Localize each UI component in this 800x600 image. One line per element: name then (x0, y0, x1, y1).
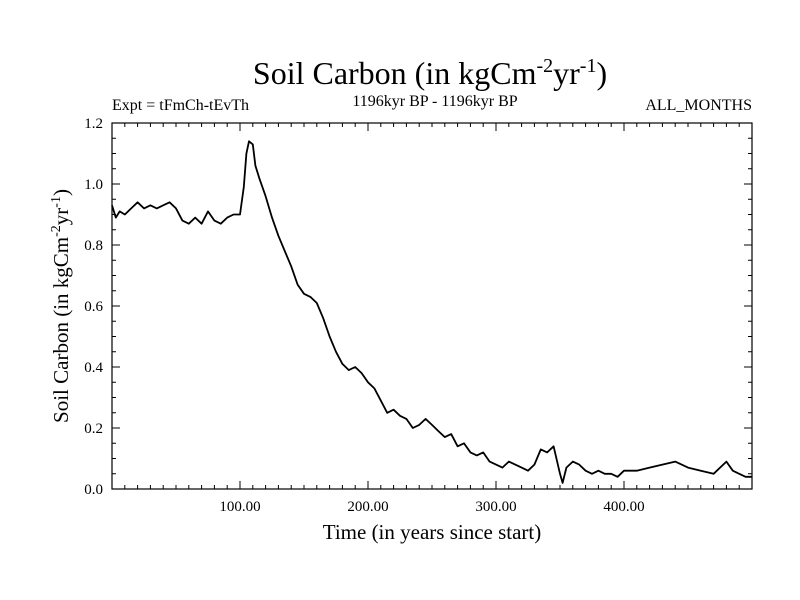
title-main: Soil Carbon (in kgCm (253, 55, 537, 91)
axis-ticks (112, 123, 752, 489)
series-line-soil-carbon (111, 140, 752, 484)
y-tick-label: 0.8 (84, 238, 103, 254)
x-axis-label: Time (in years since start) (323, 520, 542, 544)
chart-title: Soil Carbon (in kgCm-2yr-1) (253, 55, 607, 91)
y-axis-label-main: Soil Carbon (in kgCm (49, 237, 73, 423)
y-tick-label: 1.2 (84, 116, 103, 132)
y-axis-label-end: ) (49, 189, 73, 196)
y-tick-label: 0.0 (84, 482, 103, 498)
x-tick-label: 100.00 (219, 499, 260, 515)
series-layer (111, 140, 752, 484)
title-mid: yr (553, 55, 580, 91)
x-tick-label: 300.00 (475, 499, 516, 515)
y-tick-label: 0.2 (84, 421, 103, 437)
y-axis-label-superscript-1: -2 (49, 225, 64, 237)
y-tick-label: 0.6 (84, 299, 103, 315)
title-superscript-1: -2 (536, 55, 553, 77)
subtitle-months: ALL_MONTHS (645, 97, 752, 114)
y-axis-label-mid: yr (49, 208, 73, 226)
subtitle-experiment: Expt = tFmCh-tEvTh (112, 97, 249, 114)
x-tick-label: 200.00 (347, 499, 388, 515)
title-end: ) (596, 55, 607, 91)
svg-text:Soil Carbon (in kgCm-2yr-1): Soil Carbon (in kgCm-2yr-1) (253, 55, 607, 91)
y-tick-label: 1.0 (84, 177, 103, 193)
plot-frame (111, 122, 753, 490)
x-tick-label: 400.00 (603, 499, 644, 515)
y-axis-label-superscript-2: -1 (49, 196, 64, 208)
tick-labels: 100.00 200.00 300.00 400.00 0.0 0.2 0.4 0.6 0.8 1… (84, 116, 644, 515)
y-tick-label: 0.4 (84, 360, 103, 376)
title-superscript-2: -1 (580, 55, 597, 77)
subtitle-period: 1196kyr BP - 1196kyr BP (352, 93, 517, 110)
y-axis-label: Soil Carbon (in kgCm-2yr-1) (49, 189, 73, 423)
